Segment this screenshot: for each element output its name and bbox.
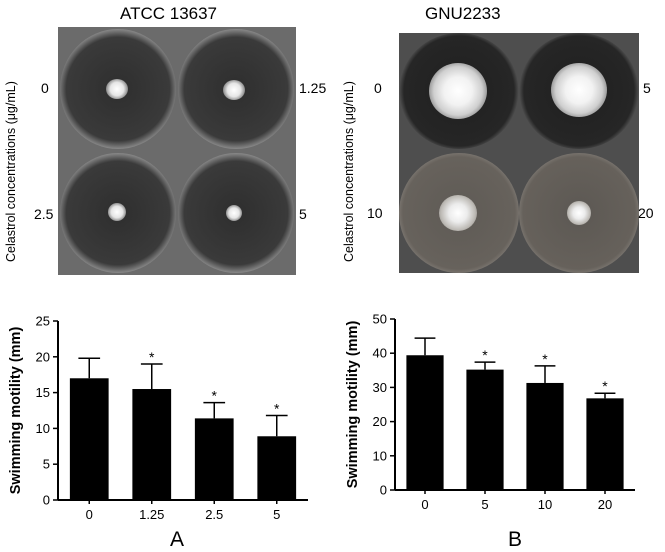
y-tick-label: 10 — [373, 448, 387, 463]
panel-b-letter: B — [508, 528, 523, 551]
bar — [194, 418, 234, 500]
bar — [257, 436, 297, 500]
y-tick-label: 15 — [36, 385, 50, 400]
x-tick-label: 10 — [538, 497, 552, 512]
significance-marker: * — [602, 378, 608, 394]
x-tick-label: 0 — [86, 507, 93, 522]
bar — [132, 389, 172, 500]
bar — [526, 382, 564, 490]
bar — [69, 378, 109, 500]
y-tick-label: 40 — [373, 346, 387, 361]
x-tick-label: 20 — [598, 497, 612, 512]
chart-b: 0 10 20 30 40 50 Swimming motility (mm) 0 * 5 * 10 *… — [345, 312, 635, 512]
y-axis-title: Swimming motility (mm) — [8, 327, 24, 495]
panel-b-photo-grid — [399, 33, 639, 273]
panel-b-label-2: 10 — [367, 205, 383, 221]
chart-a: 0 5 10 15 20 25 Swimming motility (mm) 0 * 1.25 * 2… — [8, 314, 308, 522]
x-tick-label: 5 — [273, 507, 280, 522]
significance-marker: * — [482, 347, 488, 363]
y-tick-label: 5 — [43, 457, 50, 472]
panel-a-photo-ylabel: Celastrol concentrations (μg/mL) — [4, 81, 18, 262]
y-tick-label: 50 — [373, 312, 387, 327]
panel-a-label-0: 0 — [41, 80, 49, 96]
bar — [466, 369, 504, 490]
panel-b-label-1: 5 — [643, 80, 651, 96]
panel-b-label-3: 20 — [638, 205, 654, 221]
y-tick-label: 30 — [373, 380, 387, 395]
y-tick-label: 20 — [36, 349, 50, 364]
y-axis-title: Swimming motility (mm) — [345, 321, 361, 489]
x-tick-label: 1.25 — [139, 507, 164, 522]
significance-marker: * — [274, 401, 280, 417]
x-tick-label: 0 — [421, 497, 428, 512]
significance-marker: * — [149, 349, 155, 365]
significance-marker: * — [212, 388, 218, 404]
panel-a-label-2: 2.5 — [34, 206, 54, 222]
panel-a-letter: A — [170, 528, 185, 551]
y-tick-label: 0 — [43, 493, 50, 508]
panel-a-title: ATCC 13637 — [120, 4, 218, 23]
panel-a-label-1: 1.25 — [299, 80, 327, 96]
panel-b-photo-ylabel: Celastrol concentrations (μg/mL) — [342, 81, 356, 262]
x-tick-label: 2.5 — [205, 507, 223, 522]
y-tick-label: 20 — [373, 414, 387, 429]
panel-a-label-3: 5 — [299, 206, 307, 222]
y-tick-label: 25 — [36, 314, 50, 329]
x-tick-label: 5 — [481, 497, 488, 512]
panel-a-photo-grid — [58, 27, 296, 275]
bar — [406, 355, 444, 490]
panel-b-title: GNU2233 — [425, 4, 501, 23]
bar — [586, 398, 624, 490]
panel-b-label-0: 0 — [374, 80, 382, 96]
significance-marker: * — [542, 351, 548, 367]
y-tick-label: 10 — [36, 421, 50, 436]
y-tick-label: 0 — [380, 483, 387, 498]
